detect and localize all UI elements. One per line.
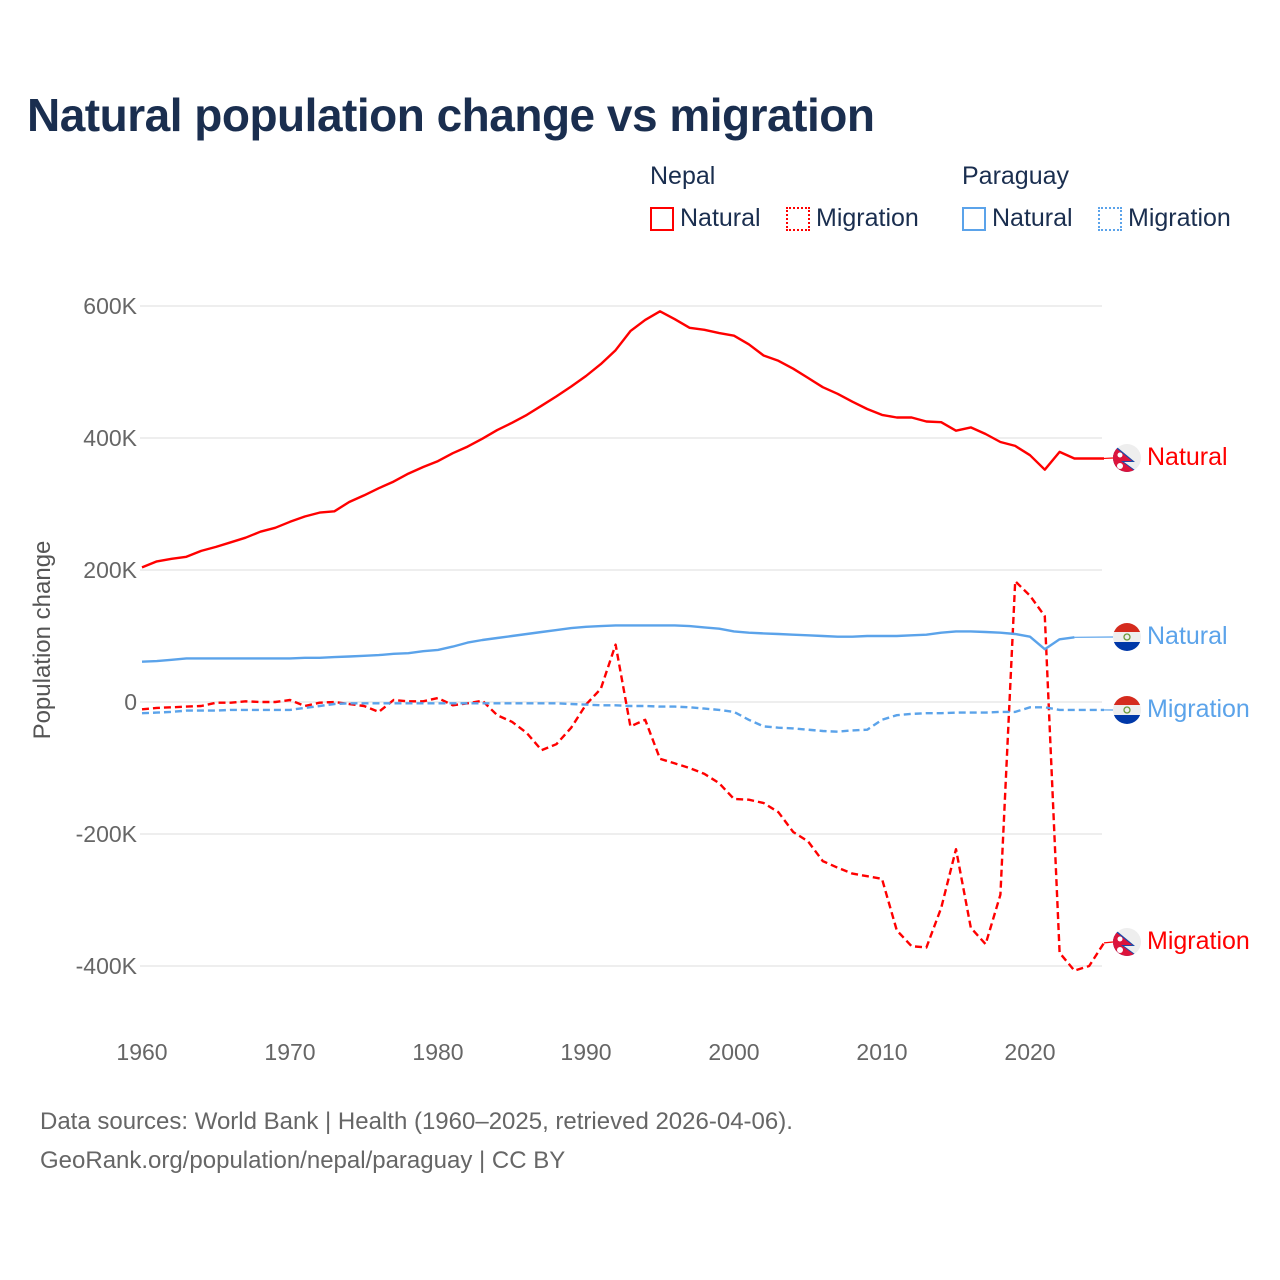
footer-source: Data sources: World Bank | Health (1960–… [40, 1108, 793, 1135]
flag-sun [1117, 947, 1123, 953]
series-line-nepal-migration [141, 580, 1106, 972]
paraguay-flag-icon [1113, 623, 1141, 651]
flag-stripe-white [1113, 705, 1141, 715]
y-axis-label: Population change [29, 541, 56, 740]
chart-title: Natural population change vs migration [27, 89, 875, 141]
end-connector [1103, 941, 1114, 944]
series-line-nepal-natural [141, 310, 1104, 569]
end-label: Migration [1147, 695, 1250, 723]
footer-link[interactable]: GeoRank.org/population/nepal/paraguay | … [40, 1147, 566, 1174]
legend-item-paraguay-migration[interactable]: Migration [1098, 204, 1231, 233]
y-tick-label: 0 [124, 689, 137, 715]
nepal-flag-icon [1113, 928, 1141, 956]
x-tick-label: 2010 [856, 1039, 907, 1065]
flag-stripe-red [1113, 696, 1141, 705]
end-label: Migration [1147, 927, 1250, 955]
y-tick-label: 600K [83, 293, 137, 319]
x-tick-label: 1990 [560, 1039, 611, 1065]
end-label: Natural [1147, 622, 1228, 650]
legend-label: Migration [816, 204, 919, 232]
legend-item-paraguay-natural[interactable]: Natural [962, 204, 1073, 233]
flag-emblem [1123, 633, 1131, 641]
flag-stripe-red [1113, 623, 1141, 632]
legend-label: Natural [992, 204, 1073, 232]
legend-swatch-solid [962, 206, 986, 231]
legend-swatch-solid [650, 206, 674, 231]
legend-group-title: Paraguay [962, 162, 1070, 190]
y-tick-label: 400K [83, 425, 137, 451]
x-tick-label: 2000 [708, 1039, 759, 1065]
x-tick-label: 2020 [1004, 1039, 1055, 1065]
x-tick-label: 1960 [116, 1039, 167, 1065]
flag-stripe-blue [1113, 642, 1141, 651]
legend-label: Natural [680, 204, 761, 232]
flag-stripe-white [1113, 632, 1141, 642]
y-tick-label: 200K [83, 557, 137, 583]
legend-swatch-dotted [1098, 206, 1122, 231]
legend-group-title: Nepal [650, 162, 716, 190]
flag-sun [1117, 463, 1123, 469]
series-line-paraguay-natural [141, 624, 1075, 663]
legend-item-nepal-natural[interactable]: Natural [650, 204, 761, 233]
nepal-flag-icon [1113, 444, 1141, 472]
paraguay-flag-icon [1113, 696, 1141, 724]
x-tick-label: 1980 [412, 1039, 463, 1065]
legend-item-nepal-migration[interactable]: Migration [786, 204, 919, 233]
legend-swatch-dotted [786, 206, 810, 231]
y-tick-label: -400K [76, 953, 138, 979]
x-tick-label: 1970 [264, 1039, 315, 1065]
end-label: Natural [1147, 443, 1228, 471]
flag-stripe-blue [1113, 715, 1141, 724]
series-line-paraguay-migration [141, 702, 1104, 733]
flag-moon [1117, 452, 1123, 458]
flag-emblem [1123, 706, 1131, 714]
legend-label: Migration [1128, 204, 1231, 232]
flag-moon [1117, 936, 1123, 942]
y-tick-label: -200K [76, 821, 138, 847]
